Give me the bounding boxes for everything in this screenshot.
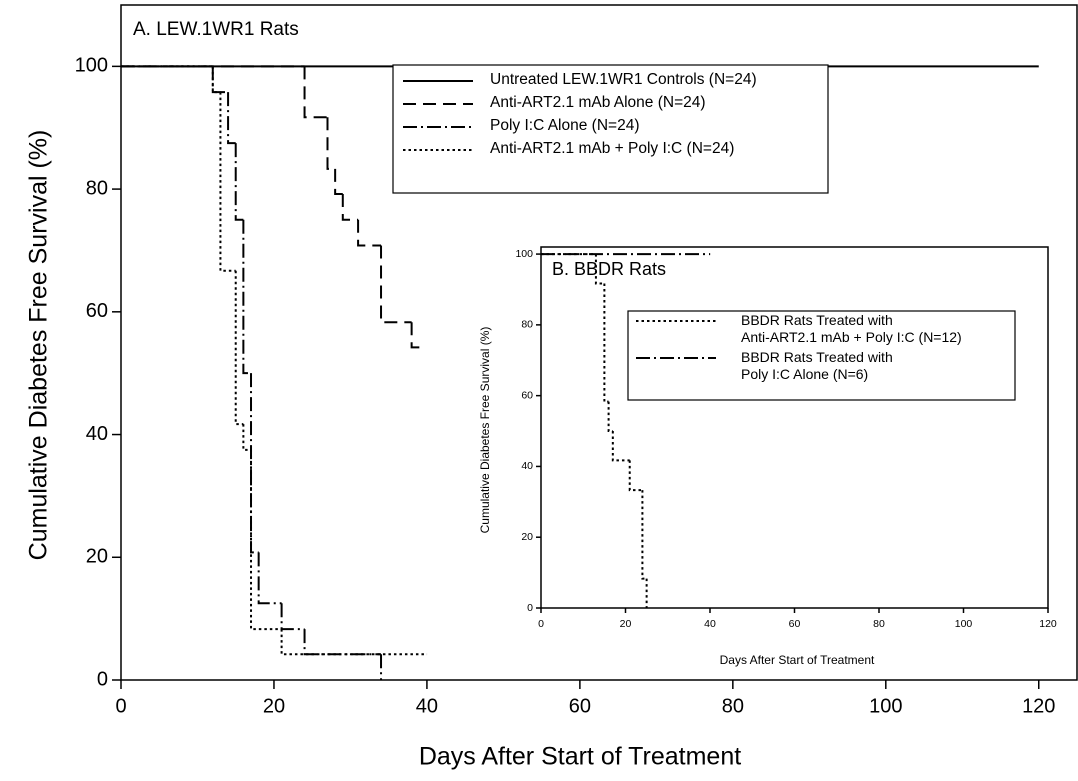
survival-step: [219, 92, 236, 272]
x-tick-label: 80: [722, 695, 744, 717]
y-axis-label: Cumulative Diabetes Free Survival (%): [478, 327, 492, 534]
x-tick-label: 120: [1022, 695, 1055, 717]
x-tick-label: 120: [1039, 618, 1057, 630]
x-tick-label: 20: [620, 618, 632, 630]
survival-step: [628, 460, 643, 492]
y-tick-label: 0: [97, 668, 108, 690]
survival-step: [234, 270, 244, 426]
survival-step: [303, 66, 328, 119]
legend-label: Anti-ART2.1 mAb Alone (N=24): [490, 94, 706, 111]
x-tick-label: 60: [789, 618, 801, 630]
survival-step: [603, 283, 609, 403]
x-tick-label: 100: [869, 695, 902, 717]
survival-step: [250, 373, 259, 554]
legend-label: Anti-ART2.1 mAb + Poly I:C (N=24): [490, 140, 735, 157]
x-tick-label: 100: [955, 618, 973, 630]
survival-step: [380, 245, 412, 324]
survival-step: [227, 92, 236, 145]
chart-title: A. LEW.1WR1 Rats: [133, 19, 299, 40]
y-tick-label: 100: [515, 248, 533, 260]
x-tick-label: 80: [873, 618, 885, 630]
x-tick-label: 40: [704, 618, 716, 630]
survival-step: [242, 219, 252, 375]
x-tick-label: 40: [416, 695, 438, 717]
survival-step: [641, 490, 647, 580]
x-tick-label: 0: [538, 618, 544, 630]
survival-step: [326, 117, 336, 170]
survival-step: [211, 66, 229, 94]
legend-label: Poly I:C Alone (N=24): [490, 117, 640, 134]
survival-step: [611, 431, 630, 462]
y-tick-label: 80: [521, 319, 533, 331]
legend-entry: Untreated LEW.1WR1 Controls (N=24): [490, 71, 757, 88]
y-tick-label: 20: [86, 546, 108, 568]
survival-step: [341, 194, 359, 221]
chart-title: B. BBDR Rats: [552, 259, 666, 279]
survival-step: [257, 552, 282, 605]
survival-step: [594, 254, 605, 285]
x-tick-label: 60: [569, 695, 591, 717]
legend-entry: Anti-ART2.1 mAb Alone (N=24): [490, 94, 706, 111]
y-tick-label: 0: [527, 602, 533, 614]
x-axis-label: Days After Start of Treatment: [419, 743, 741, 771]
survival-step: [607, 401, 613, 433]
y-tick-label: 60: [86, 300, 108, 322]
x-tick-label: 20: [263, 695, 285, 717]
survival-step: [234, 143, 244, 221]
legend-label: Untreated LEW.1WR1 Controls (N=24): [490, 71, 757, 88]
survival-step: [357, 219, 382, 247]
plot-frame: [540, 246, 1049, 609]
legend-box: [392, 64, 829, 194]
y-tick-label: 60: [521, 389, 533, 401]
legend-box: [627, 310, 1016, 401]
y-axis-label: Cumulative Diabetes Free Survival (%): [25, 130, 53, 561]
y-tick-label: 40: [521, 460, 533, 472]
x-tick-label: 0: [115, 695, 126, 717]
legend-label: BBDR Rats Treated with Poly I:C Alone (N…: [741, 348, 893, 382]
y-tick-label: 100: [75, 55, 108, 77]
legend-entry: Anti-ART2.1 mAb + Poly I:C (N=24): [490, 140, 735, 157]
legend-entry: Poly I:C Alone (N=24): [490, 117, 640, 134]
survival-step: [410, 322, 420, 349]
y-tick-label: 20: [521, 531, 533, 543]
y-tick-label: 40: [86, 423, 108, 445]
y-tick-label: 80: [86, 177, 108, 199]
survival-step: [250, 449, 282, 631]
x-axis-label: Days After Start of Treatment: [720, 653, 875, 667]
legend-label: BBDR Rats Treated with Anti-ART2.1 mAb +…: [741, 311, 962, 345]
legend-entry: BBDR Rats Treated with Anti-ART2.1 mAb +…: [741, 311, 962, 345]
survival-step: [280, 629, 427, 656]
survival-step: [334, 168, 343, 195]
legend-entry: BBDR Rats Treated with Poly I:C Alone (N…: [741, 348, 893, 382]
